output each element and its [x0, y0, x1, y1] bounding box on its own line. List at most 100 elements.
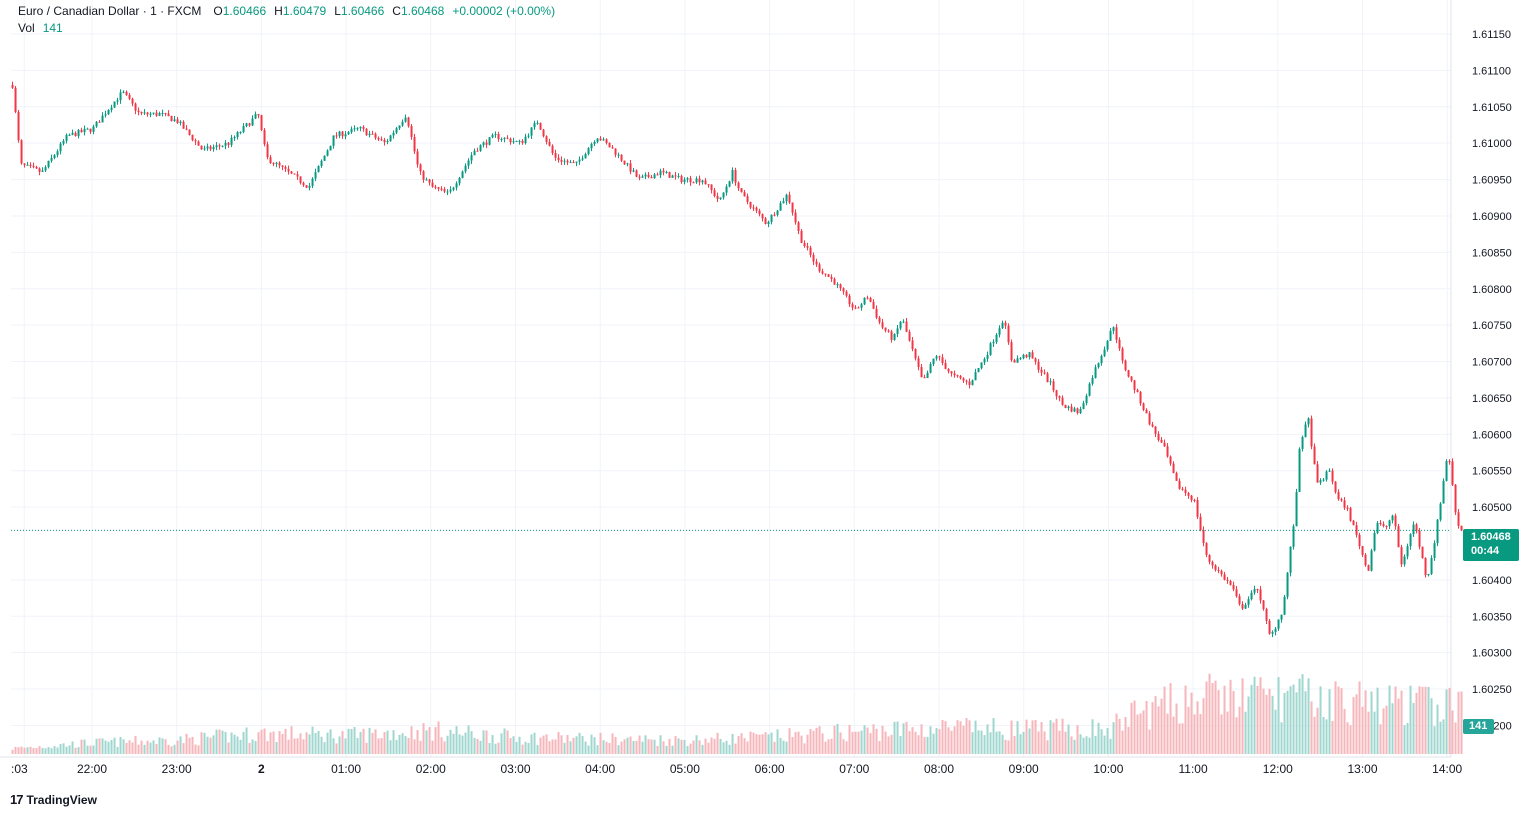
- volume-bar: [1058, 730, 1061, 754]
- volume-bar: [1142, 710, 1145, 754]
- volume-label[interactable]: Vol: [18, 21, 35, 35]
- volume-bar: [1259, 677, 1262, 754]
- candle-body: [476, 150, 479, 152]
- volume-bar: [830, 738, 833, 754]
- volume-bar: [275, 741, 278, 754]
- candle-body: [827, 274, 830, 277]
- candle-body: [755, 207, 758, 211]
- candle-body: [260, 115, 263, 130]
- tradingview-brand[interactable]: 17 TradingView: [10, 792, 97, 807]
- volume-bar: [671, 745, 674, 754]
- last-price-badge: 1.60468 00:44: [1463, 529, 1519, 561]
- volume-bar: [1157, 706, 1160, 754]
- candle-body: [971, 380, 974, 386]
- candle-body: [614, 148, 617, 155]
- candle-body: [1136, 389, 1139, 392]
- candle-body: [698, 178, 701, 183]
- volume-bar: [1286, 690, 1289, 754]
- x-tick-label: 06:00: [755, 762, 785, 776]
- volume-bar: [1238, 706, 1241, 754]
- candle-body: [14, 87, 17, 112]
- volume-bar: [512, 736, 515, 754]
- volume-bar: [554, 739, 557, 754]
- volume-bar: [959, 721, 962, 754]
- candle-body: [986, 355, 989, 359]
- x-tick-label: 22:00: [77, 762, 107, 776]
- volume-bar: [92, 745, 95, 754]
- volume-bar: [1322, 717, 1325, 754]
- candle-body: [929, 364, 932, 373]
- candle-body: [1406, 546, 1409, 557]
- price-axis[interactable]: 1.61150 1.61100 1.61050 1.61000 1.60950 1.609…: [1472, 29, 1512, 732]
- volume-bar: [26, 747, 29, 754]
- candle-body: [593, 141, 596, 144]
- volume-bar: [1097, 722, 1100, 754]
- close-value: 1.60468: [400, 4, 445, 18]
- candle-body: [854, 307, 857, 309]
- volume-bar: [1076, 725, 1079, 754]
- candle-body: [1097, 363, 1100, 368]
- candle-body: [53, 155, 56, 158]
- volume-bar: [1136, 714, 1139, 754]
- candle-body: [140, 111, 143, 114]
- candle-body: [1280, 614, 1283, 620]
- volume-bar: [1400, 690, 1403, 754]
- y-tick-label: 1.61050: [1472, 102, 1512, 114]
- volume-bar: [389, 740, 392, 754]
- candle-body: [80, 129, 83, 133]
- candle-body: [92, 126, 95, 132]
- chart-legend: Euro / Canadian Dollar · 1 · FXCM O 1.604…: [18, 3, 555, 37]
- volume-bar: [1127, 726, 1130, 754]
- y-tick-label: 1.60850: [1472, 247, 1512, 259]
- candle-body: [1256, 589, 1259, 591]
- candle-body: [950, 371, 953, 374]
- candle-body: [293, 173, 296, 175]
- candle-body: [1094, 367, 1097, 378]
- candle-body: [1019, 358, 1022, 360]
- volume-bar: [1334, 681, 1337, 754]
- volume-bar: [875, 728, 878, 754]
- volume-bar: [1226, 711, 1229, 754]
- volume-bar: [791, 737, 794, 754]
- volume-bar: [1115, 713, 1118, 754]
- volume-bar: [170, 746, 173, 754]
- candle-body: [1331, 470, 1334, 482]
- candle-body: [1226, 579, 1229, 581]
- candle-body: [851, 304, 854, 308]
- candle-body: [122, 91, 125, 93]
- volume-bar: [569, 741, 572, 754]
- candle-body: [1217, 569, 1220, 571]
- volume-bar: [1088, 737, 1091, 754]
- volume-bar: [104, 740, 107, 754]
- candle-body: [248, 123, 251, 126]
- symbol-title[interactable]: Euro / Canadian Dollar · 1 · FXCM: [18, 4, 202, 18]
- candle-body: [224, 142, 227, 146]
- volume-bar: [767, 734, 770, 754]
- volume-bar: [764, 732, 767, 754]
- candle-body: [1169, 456, 1172, 464]
- volume-bar: [1406, 722, 1409, 754]
- time-axis[interactable]: :03 22:00 23:00 2 01:00 02:00 03:00 04:00 05:00 0…: [11, 762, 1463, 776]
- candle-body: [893, 334, 896, 340]
- candle-body: [1133, 380, 1136, 390]
- volume-bar: [869, 733, 872, 754]
- y-tick-label: 1.60750: [1472, 320, 1512, 332]
- candle-body: [1199, 516, 1202, 530]
- volume-bar: [581, 735, 584, 754]
- x-tick-label: 03:00: [500, 762, 530, 776]
- volume-bar: [1205, 681, 1208, 754]
- volume-bar: [1022, 731, 1025, 754]
- volume-bar: [158, 737, 161, 754]
- volume-bar: [605, 741, 608, 754]
- volume-row: Vol 141: [18, 20, 555, 37]
- candle-body: [173, 119, 176, 122]
- volume-bar: [1064, 731, 1067, 754]
- candle-body: [1349, 507, 1352, 521]
- candle-body: [1064, 404, 1067, 408]
- volume-bar: [428, 727, 431, 754]
- candle-body: [467, 160, 470, 166]
- y-tick-label: 1.60900: [1472, 211, 1512, 223]
- y-tick-label: 1.60300: [1472, 648, 1512, 660]
- candle-body: [1328, 470, 1331, 472]
